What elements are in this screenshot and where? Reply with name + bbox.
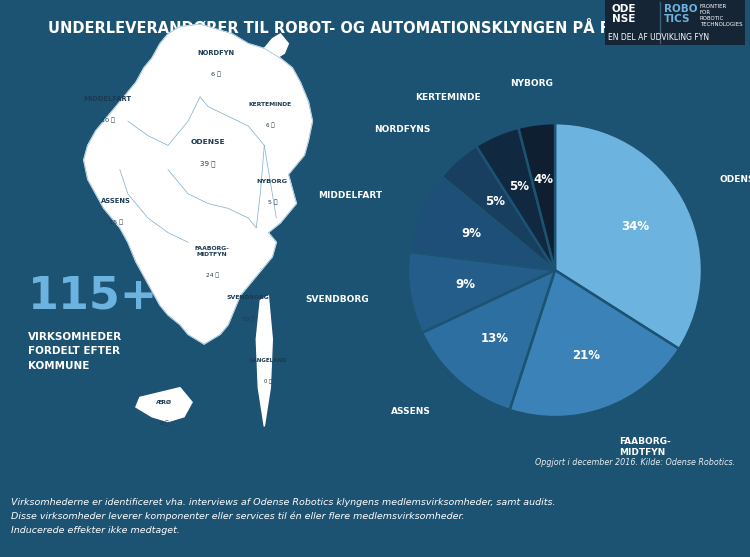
Polygon shape (84, 24, 313, 344)
Wedge shape (555, 123, 702, 349)
Text: 4%: 4% (533, 173, 554, 186)
Text: ÆRØ: ÆRØ (156, 399, 172, 404)
Text: Virksomhederne er identificeret vha. interviews af Odense Robotics klyngens medl: Virksomhederne er identificeret vha. int… (11, 499, 556, 535)
Text: KERTEMINDE: KERTEMINDE (249, 101, 292, 106)
FancyBboxPatch shape (605, 0, 745, 45)
Text: NYBORG: NYBORG (256, 179, 288, 184)
Polygon shape (264, 34, 289, 58)
Polygon shape (256, 296, 272, 427)
Wedge shape (422, 270, 555, 410)
Text: KERTEMINDE: KERTEMINDE (415, 93, 480, 102)
Text: SVENDBORG: SVENDBORG (227, 295, 270, 300)
Text: 15 🏭: 15 🏭 (109, 219, 123, 224)
Text: 0 🏭: 0 🏭 (160, 420, 168, 426)
Text: FAABORG-
MIDTFYN: FAABORG- MIDTFYN (619, 437, 670, 457)
Text: MIDDELFART: MIDDELFART (318, 191, 382, 200)
Text: 10 🏭: 10 🏭 (242, 316, 255, 321)
Text: EN DEL AF UDVIKLING FYN: EN DEL AF UDVIKLING FYN (608, 33, 709, 42)
Text: 39 🏭: 39 🏭 (200, 161, 216, 168)
Text: 5%: 5% (484, 196, 505, 208)
Text: 5 🏭: 5 🏭 (268, 199, 277, 205)
Wedge shape (410, 177, 555, 270)
Polygon shape (136, 388, 192, 422)
Text: TICS: TICS (664, 14, 691, 24)
Text: NORDFYN: NORDFYN (197, 50, 235, 56)
Text: 24 🏭: 24 🏭 (206, 272, 218, 278)
Text: NYBORG: NYBORG (510, 79, 553, 88)
Text: Opgjort i december 2016. Kilde: Odense Robotics.: Opgjort i december 2016. Kilde: Odense R… (535, 458, 735, 467)
Text: SVENDBORG: SVENDBORG (305, 295, 369, 304)
Text: TECHNOLOGIES: TECHNOLOGIES (700, 22, 742, 27)
Text: ROBO: ROBO (664, 4, 698, 14)
Text: ODENSE: ODENSE (720, 175, 750, 184)
Text: 0 🏭: 0 🏭 (264, 379, 272, 384)
Text: ASSENS: ASSENS (391, 407, 430, 416)
Text: 9%: 9% (455, 278, 475, 291)
Text: LANGELAND: LANGELAND (250, 359, 287, 363)
Text: ODENSE: ODENSE (190, 139, 226, 145)
Text: VIRKSOMHEDER
FORDELT EFTER
KOMMUNE: VIRKSOMHEDER FORDELT EFTER KOMMUNE (28, 331, 122, 371)
Text: NORDFYNS: NORDFYNS (374, 125, 430, 134)
Wedge shape (442, 146, 555, 270)
Text: 10 🏭: 10 🏭 (100, 118, 115, 123)
Text: 21%: 21% (572, 349, 600, 363)
Text: FRONTIER: FRONTIER (700, 4, 728, 9)
Text: 6 🏭: 6 🏭 (211, 71, 221, 77)
Wedge shape (509, 270, 679, 417)
Text: FOR: FOR (700, 10, 711, 15)
Text: 13%: 13% (481, 332, 508, 345)
Text: NSE: NSE (612, 14, 635, 24)
Text: 115+: 115+ (28, 275, 158, 317)
Text: ROBOTIC: ROBOTIC (700, 16, 724, 21)
Text: FAABORG-
MIDTFYN: FAABORG- MIDTFYN (195, 246, 230, 257)
Text: UNDERLEVERANDØRER TIL ROBOT- OG AUTOMATIONSKLYNGEN PÅ FYN: UNDERLEVERANDØRER TIL ROBOT- OG AUTOMATI… (48, 20, 632, 36)
Text: ASSENS: ASSENS (101, 198, 130, 203)
Wedge shape (476, 128, 555, 270)
Text: 6 🏭: 6 🏭 (266, 122, 274, 128)
Wedge shape (408, 252, 555, 333)
Text: 9%: 9% (461, 227, 482, 241)
Text: 5%: 5% (509, 180, 529, 193)
Wedge shape (518, 123, 555, 270)
Text: ODE: ODE (612, 4, 637, 14)
Text: 34%: 34% (621, 220, 649, 233)
Text: MIDDELFART: MIDDELFART (84, 96, 132, 102)
